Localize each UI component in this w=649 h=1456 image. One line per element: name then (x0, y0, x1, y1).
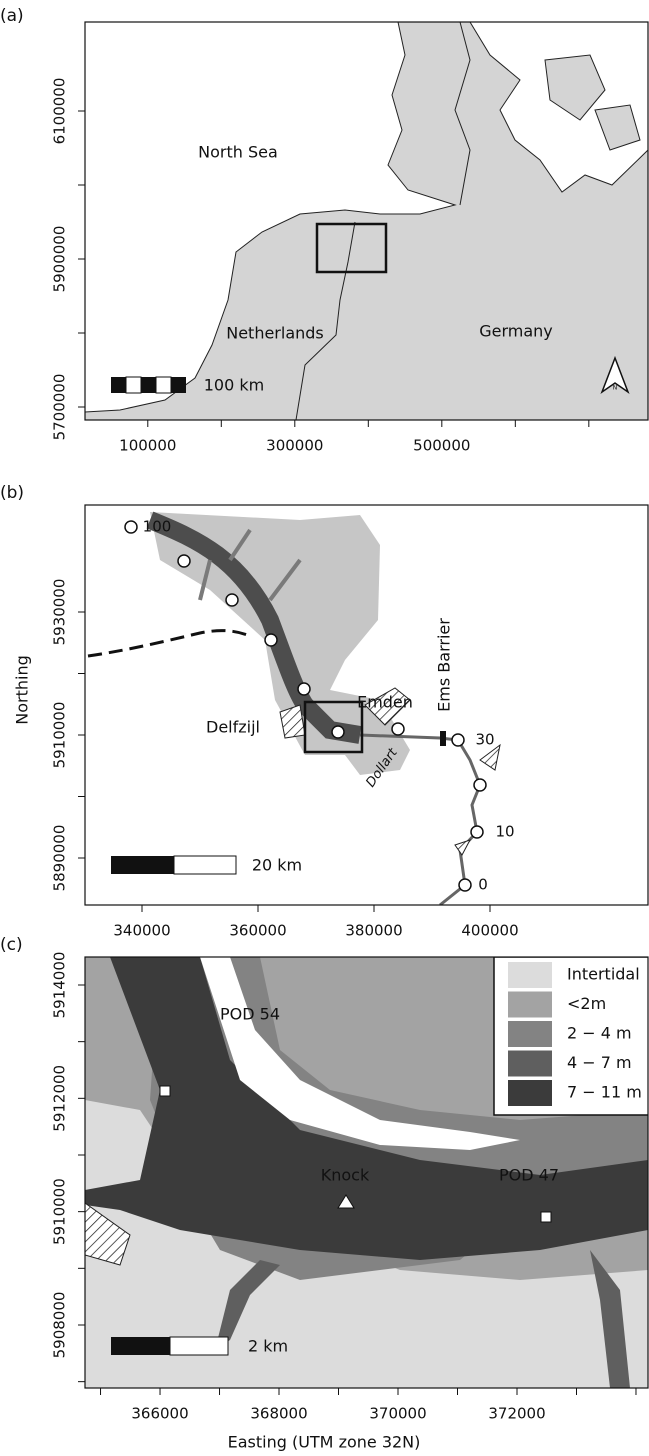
y-tick-label: 5890000 (51, 825, 69, 892)
panel-frame (84, 21, 649, 421)
y-tick-label: 5910000 (51, 702, 69, 769)
station-label: 0 (478, 876, 488, 894)
y-axis-title: Northing (13, 655, 32, 725)
annotation: Ems Barrier (435, 618, 454, 712)
x-tick-label: 372000 (488, 1405, 545, 1423)
x-tick-label: 370000 (369, 1405, 426, 1423)
legend-swatch (508, 1080, 552, 1106)
legend-swatch (508, 1050, 552, 1077)
y-tick-label: 5912000 (51, 1065, 69, 1132)
panel-frame (84, 504, 649, 906)
y-tick-label: 5700000 (51, 374, 69, 441)
annotation: Delfzijl (206, 718, 260, 737)
legend-swatch (508, 1021, 552, 1047)
station-label: 30 (475, 731, 494, 749)
panel-label: (a) (0, 6, 24, 26)
x-tick-label: 368000 (250, 1405, 307, 1423)
x-tick-label: 300000 (266, 437, 323, 455)
panel-label: (b) (0, 483, 24, 503)
x-tick-label: 400000 (461, 922, 518, 940)
map-c (85, 957, 648, 1388)
annotation: Netherlands (226, 324, 324, 343)
legend-label: 7 − 11 m (567, 1083, 642, 1102)
x-tick-label: 366000 (131, 1405, 188, 1423)
scale-bar-label: 20 km (252, 856, 302, 875)
panel-label: (c) (0, 935, 23, 955)
legend-swatch (508, 962, 552, 988)
annotation: POD 47 (499, 1166, 559, 1185)
x-axis-title: Easting (UTM zone 32N) (228, 1433, 421, 1452)
scale-bar-label: 2 km (248, 1337, 288, 1356)
x-tick-label: 500000 (413, 437, 470, 455)
legend-label: Intertidal (567, 965, 640, 984)
map-b (87, 511, 501, 905)
scale-bar-label: 100 km (204, 376, 264, 395)
y-tick-label: 5910000 (51, 1178, 69, 1245)
north-arrow-label: N (613, 385, 618, 392)
legend-swatch (508, 991, 552, 1018)
station-label: 100 (143, 518, 172, 536)
x-tick-label: 380000 (345, 922, 402, 940)
y-tick-label: 5914000 (51, 952, 69, 1019)
annotation: POD 54 (220, 1005, 280, 1024)
y-tick-label: 6100000 (51, 78, 69, 145)
y-tick-label: 5900000 (51, 226, 69, 293)
annotation: Emden (357, 693, 413, 712)
x-tick-label: 360000 (229, 922, 286, 940)
y-tick-label: 5908000 (51, 1292, 69, 1359)
legend-label: 2 − 4 m (567, 1024, 632, 1043)
map-a (85, 22, 648, 420)
station-label: 10 (495, 823, 514, 841)
x-tick-label: 340000 (113, 922, 170, 940)
annotation: Knock (321, 1166, 370, 1185)
legend-label: 4 − 7 m (567, 1053, 632, 1072)
legend-label: <2m (567, 994, 606, 1013)
x-tick-label: 100000 (119, 437, 176, 455)
panel-frame (84, 956, 649, 1389)
annotation: North Sea (198, 143, 278, 162)
y-tick-label: 5930000 (51, 579, 69, 646)
annotation: Germany (479, 322, 553, 341)
